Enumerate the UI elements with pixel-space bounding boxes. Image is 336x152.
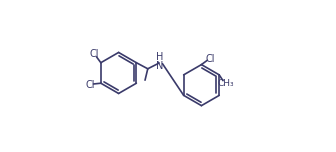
Text: Cl: Cl	[206, 54, 215, 64]
Text: CH₃: CH₃	[218, 79, 235, 88]
Text: Cl: Cl	[85, 80, 95, 90]
Text: Cl: Cl	[89, 49, 99, 59]
Text: H
N: H N	[156, 52, 164, 71]
